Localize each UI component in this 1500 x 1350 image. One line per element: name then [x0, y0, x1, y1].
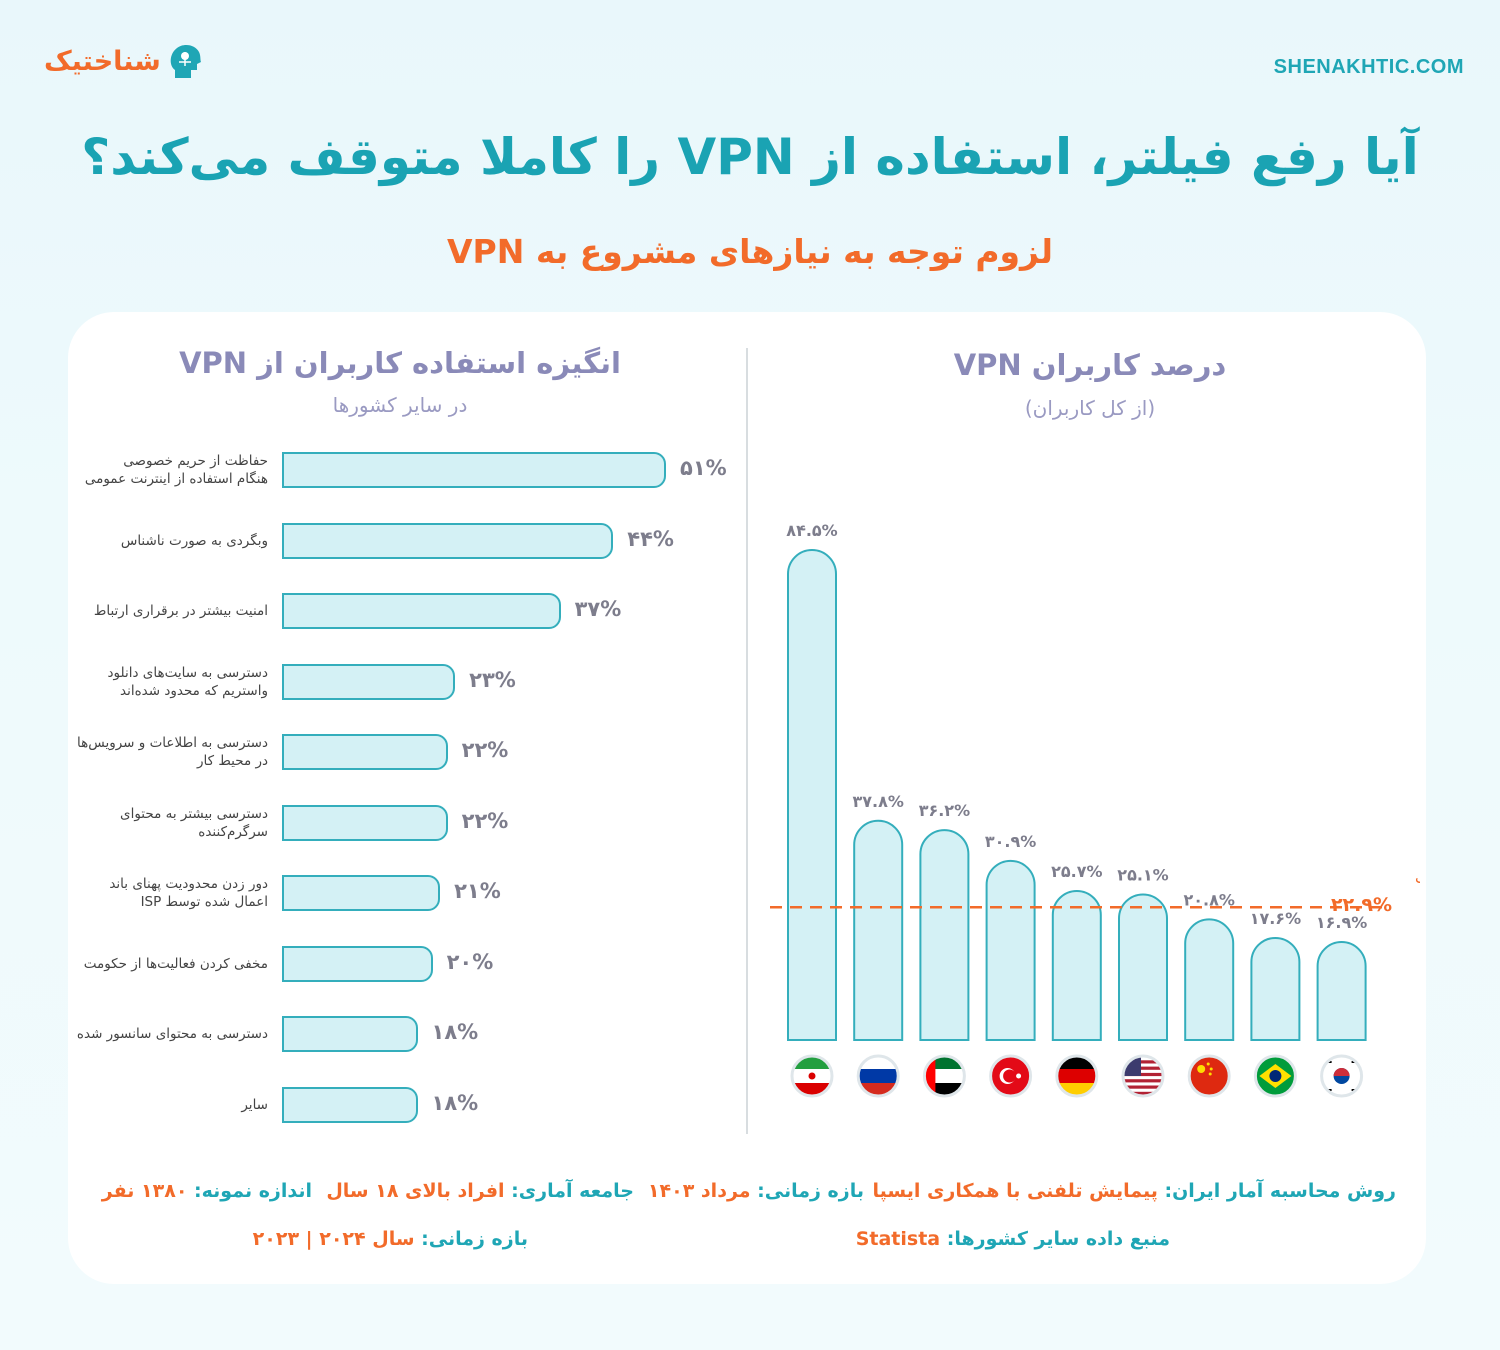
logo-text: شناختیک [44, 45, 161, 77]
motivation-category-label: وبگردی به صورت ناشناس [120, 532, 268, 549]
motivation-value-label: ۱۸% [431, 1090, 479, 1115]
motivation-value-label: ۲۰% [446, 949, 494, 974]
period-note: بازه زمانی: مرداد ۱۴۰۳ [648, 1180, 864, 1202]
country-bar [1118, 893, 1168, 1041]
uae-flag-icon [922, 1054, 966, 1098]
iran-flag-icon [790, 1054, 834, 1098]
country-bar [1250, 937, 1301, 1041]
left-panel-title: انگیزه استفاده کاربران از VPN [179, 346, 621, 380]
motivation-category-label: دسترسی به اطلاعات و سرویس‌ها در محیط کار [77, 735, 268, 769]
country-value-label: ۲۵.۷% [1051, 862, 1102, 881]
turkey-flag-icon [989, 1054, 1033, 1098]
source-label: منبع داده سایر کشورها: [946, 1228, 1170, 1250]
country-bar [1184, 918, 1235, 1041]
method-value: پیمایش تلفنی با همکاری ایسپا [872, 1180, 1158, 1202]
country-bar [1051, 890, 1102, 1041]
motivation-value-label: ۴۴% [627, 526, 674, 551]
motivation-category-label: دسترسی بیشتر به محتوای سرگرم‌کننده [120, 805, 268, 840]
method-note: روش محاسبه آمار ایران: پیمایش تلفنی با ه… [873, 1180, 1396, 1202]
motivation-bar [282, 734, 448, 770]
motivation-value-label: ۱۸% [431, 1020, 479, 1044]
period2-note: بازه زمانی: سال ۲۰۲۴ | ۲۰۲۳ [253, 1228, 528, 1250]
source-note: منبع داده سایر کشورها: Statista [856, 1228, 1170, 1250]
brazil-flag-icon [1253, 1054, 1297, 1098]
motivation-bar [282, 522, 614, 559]
usa-flag-icon [1121, 1054, 1165, 1098]
country-value-label: ۲۵.۱% [1117, 865, 1168, 884]
country-value-label: ۱۶.۹% [1316, 913, 1367, 932]
motivation-category-label: سایر [241, 1096, 268, 1113]
site-url[interactable]: SHENAKHTIC.COM [1273, 56, 1464, 78]
russia-flag-icon [856, 1054, 900, 1098]
vpn-users-bar-chart: ۸۴.۵% ۳۷.۸% ۳۶.۲% ۳۰.۹% ۲۵.۷% ۲۵.۱% ۲۰.۸% ۱۷.۶%… [770, 521, 1420, 1098]
motivation-bar [282, 452, 666, 488]
south-korea-flag-icon [1320, 1054, 1364, 1098]
page-subtitle: لزوم توجه به نیازهای مشروع به VPN [447, 232, 1053, 271]
country-bar [1316, 941, 1367, 1041]
world-average-label: میانگین جهانی [1415, 867, 1420, 885]
country-value-label: ۳۰.۹% [985, 832, 1036, 851]
motivation-category-label: دسترسی به محتوای سانسور شده [76, 1026, 268, 1042]
motivation-bar [282, 875, 441, 911]
method-label: روش محاسبه آمار ایران: [1164, 1180, 1396, 1202]
panel-divider [746, 348, 748, 1134]
country-value-label: ۸۴.۵% [786, 521, 837, 540]
world-average-value: ۲۲.۹% [1331, 894, 1392, 916]
motivation-category-label: مخفی کردن فعالیت‌ها از حکومت [83, 955, 268, 972]
motivation-bar [282, 804, 448, 841]
right-panel-subtitle: (از کل کاربران) [1024, 396, 1156, 420]
motivation-bar [282, 945, 433, 982]
motivation-value-label: ۵۱% [680, 456, 727, 480]
motivation-bar [282, 593, 561, 629]
motivation-bar [282, 1086, 418, 1123]
source-value: Statista [855, 1228, 941, 1250]
china-flag-icon [1187, 1054, 1231, 1098]
motivation-value-label: ۳۷% [574, 597, 622, 621]
sample-label: اندازه نمونه: [194, 1180, 312, 1202]
motivation-value-label: ۲۳% [469, 667, 516, 692]
motivation-value-label: ۲۲% [461, 738, 509, 762]
sample-value: ۱۳۸۰ نفر [101, 1180, 188, 1202]
motivation-category-label: دور زدن محدودیت پهنای باند اعمال شده توسط… [109, 876, 268, 910]
country-value-label: ۳۶.۲% [919, 801, 970, 820]
period2-value: سال ۲۰۲۴ | ۲۰۲۳ [252, 1228, 415, 1250]
country-bar [985, 859, 1036, 1041]
period-value: مرداد ۱۴۰۳ [647, 1180, 751, 1202]
motivation-category-label: حفاظت از حریم خصوصی هنگام استفاده از اینت… [84, 453, 268, 487]
population-label: جامعه آماری: [511, 1180, 634, 1202]
germany-flag-icon [1055, 1054, 1099, 1098]
left-panel-subtitle: در سایر کشورها [332, 393, 468, 417]
right-panel-title: درصد کاربران VPN [953, 348, 1227, 382]
motivation-bar [282, 1016, 418, 1052]
brand-logo: شناختیک [44, 42, 203, 80]
country-bar [853, 819, 904, 1041]
sample-note: اندازه نمونه: ۱۳۸۰ نفر [102, 1180, 312, 1202]
country-value-label: ۳۷.۸% [852, 792, 903, 811]
population-value: افراد بالای ۱۸ سال [326, 1180, 505, 1202]
motivation-value-label: ۲۱% [454, 879, 501, 903]
motivation-bar [282, 663, 456, 700]
page-title: آیا رفع فیلتر، استفاده از VPN را کاملا م… [81, 128, 1419, 186]
country-value-label: ۱۷.۶% [1250, 909, 1301, 928]
country-bar [919, 829, 970, 1041]
motivation-category-label: دسترسی به سایت‌های دانلود واستریم که محدو… [107, 664, 269, 699]
country-bar [787, 549, 837, 1041]
motivation-category-label: امنیت بیشتر در برقراری ارتباط [93, 603, 268, 619]
period2-label: بازه زمانی: [421, 1228, 528, 1250]
brain-head-icon [170, 44, 201, 78]
country-value-label: ۲۰.۸% [1183, 890, 1234, 909]
population-note: جامعه آماری: افراد بالای ۱۸ سال [326, 1180, 634, 1202]
period-label: بازه زمانی: [757, 1180, 864, 1202]
motivation-value-label: ۲۲% [461, 808, 509, 833]
